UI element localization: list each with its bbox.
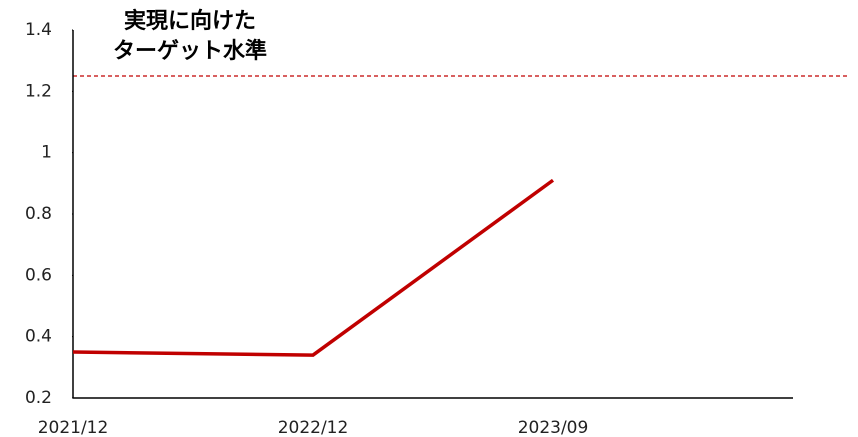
data-line	[72, 178, 555, 357]
x-tick-label: 2023/09	[518, 418, 589, 437]
y-tick-label: 0.6	[25, 265, 52, 285]
x-tick-label: 2022/12	[278, 418, 349, 437]
y-tick-label: 0.4	[25, 327, 52, 347]
annotation: ターゲット水準	[113, 38, 267, 64]
y-tick-label: 0.2	[25, 388, 52, 408]
y-tick-label: 0.8	[25, 204, 52, 224]
x-tick-label: 2021/12	[38, 418, 109, 437]
y-tick-label: 1.4	[25, 20, 52, 40]
y-tick-label: 1	[41, 143, 52, 163]
annotation: 実現に向けた	[124, 8, 256, 34]
y-tick-label: 1.2	[25, 81, 52, 101]
